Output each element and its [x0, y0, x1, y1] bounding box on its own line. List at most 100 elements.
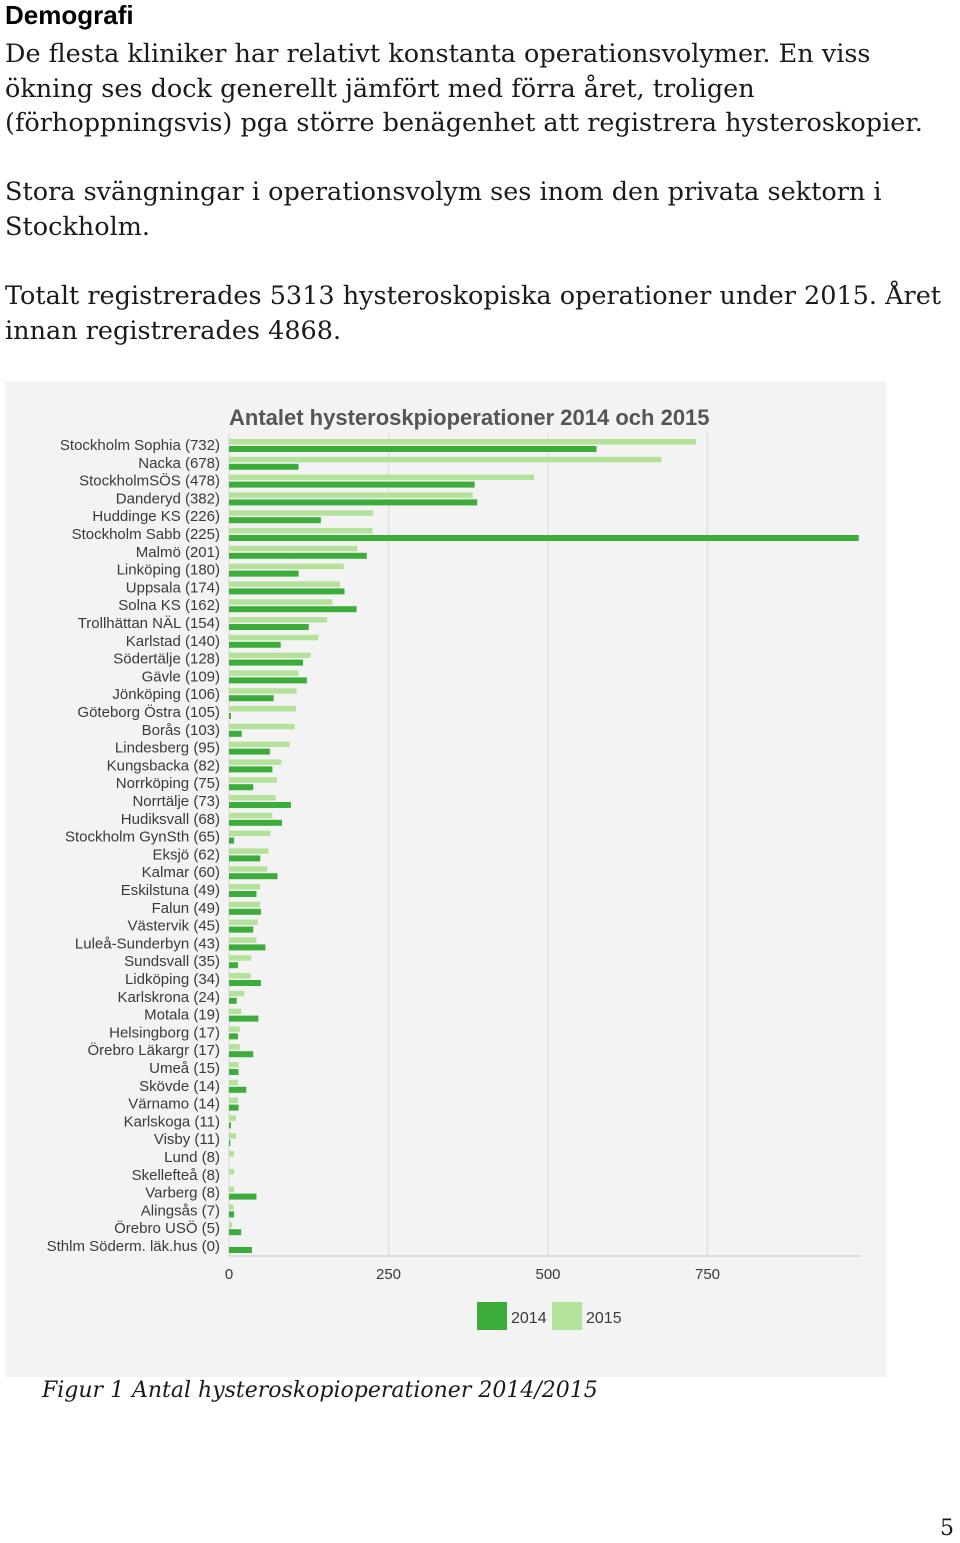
category-label: Trollhättan NÄL (154)	[78, 615, 220, 632]
bar-2014	[229, 819, 282, 826]
paragraph-volumes: De flesta kliniker har relativt konstant…	[5, 39, 923, 138]
bar-2014	[229, 891, 257, 897]
bar-2015	[229, 545, 358, 552]
x-tick-label: 750	[695, 1266, 720, 1283]
bar-2014	[229, 873, 278, 880]
category-label: Eskilstuna (49)	[121, 882, 220, 899]
bar-2014	[229, 1051, 254, 1058]
category-label: Nacka (678)	[138, 455, 220, 472]
bar-2014	[229, 748, 270, 755]
category-labels: Stockholm Sophia (732)Nacka (678)Stockho…	[47, 437, 220, 1255]
bar-2015	[229, 474, 534, 481]
chart-legend: 2014 2015	[477, 1302, 622, 1330]
bar-2015	[229, 1151, 235, 1157]
bar-2014	[229, 784, 254, 791]
category-label: Norrköping (75)	[116, 775, 220, 792]
bar-2014	[229, 802, 291, 808]
category-label: Jönköping (106)	[112, 686, 220, 703]
bar-2015	[229, 919, 258, 926]
paragraph-totals: Totalt registrerades 5313 hysteroskopisk…	[5, 281, 942, 346]
bar-2015	[229, 901, 261, 908]
category-label: Skövde (14)	[139, 1078, 220, 1095]
category-label: Örebro Läkargr (17)	[87, 1041, 220, 1059]
category-label: Huddinge KS (226)	[92, 508, 220, 525]
bar-2014	[229, 588, 345, 595]
bar-2015	[229, 1115, 237, 1121]
bar-2014	[229, 535, 859, 541]
bar-2015	[229, 777, 277, 783]
bar-2014	[229, 1140, 231, 1147]
bar-2014	[229, 1229, 242, 1236]
category-label: Hudiksvall (68)	[121, 811, 220, 828]
category-label: Umeå (15)	[149, 1060, 220, 1077]
bar-2014	[229, 517, 321, 524]
bar-2014	[229, 1086, 247, 1093]
x-tick-label: 500	[535, 1266, 560, 1283]
bar-2015	[229, 759, 282, 765]
bar-2015	[229, 1008, 242, 1015]
bar-2014	[229, 1122, 231, 1129]
bar-chart: Antalet hysteroskpioperationer 2014 och …	[47, 405, 861, 1330]
bar-2015	[229, 563, 344, 570]
bar-2015	[229, 1222, 233, 1228]
bar-2015	[229, 866, 268, 872]
figure-number: Figur 1	[42, 1378, 125, 1403]
bar-2015	[229, 937, 257, 943]
bar-2014	[229, 1015, 259, 1022]
bar-2014	[229, 446, 597, 452]
bar-2014	[229, 855, 261, 862]
bar-2015	[229, 1186, 235, 1193]
bar-2015	[229, 848, 269, 854]
category-label: Karlstad (140)	[126, 633, 220, 650]
figure-caption-text: Antal hysteroskopioperationer 2014/2015	[132, 1378, 598, 1403]
bar-2015	[229, 510, 374, 516]
category-label: Visby (11)	[154, 1131, 220, 1148]
paragraph-private-sector: Stora svängningar i operationsvolym ses …	[5, 177, 882, 242]
bar-2015	[229, 1044, 240, 1050]
bar-2015	[229, 617, 328, 623]
category-label: Örebro USÖ (5)	[114, 1219, 220, 1237]
bar-2014	[229, 481, 475, 488]
x-axis-ticks: 0 250 500 750	[225, 1266, 720, 1283]
bar-2015	[229, 1097, 238, 1104]
bar-2015	[229, 1026, 240, 1032]
category-label: Malmö (201)	[136, 544, 220, 561]
category-label: Solna KS (162)	[118, 597, 220, 614]
bar-2015	[229, 634, 319, 641]
bar-2014	[229, 641, 281, 648]
section-heading: Demografi	[5, 0, 134, 30]
bar-2015	[229, 439, 697, 445]
bar-2015	[229, 1062, 239, 1068]
category-label: Stockholm Sophia (732)	[60, 437, 220, 454]
category-label: Lund (8)	[164, 1149, 220, 1166]
bar-2014	[229, 997, 237, 1004]
chart-title: Antalet hysteroskpioperationer 2014 och …	[229, 405, 710, 430]
figure-chart: Antalet hysteroskpioperationer 2014 och …	[5, 381, 886, 1377]
legend-label-2015: 2015	[586, 1310, 622, 1327]
bar-2015	[229, 812, 273, 819]
bar-2014	[229, 837, 235, 844]
bar-2015	[229, 1079, 238, 1086]
category-label: Stockholm Sabb (225)	[72, 526, 220, 543]
category-label: Sthlm Söderm. läk.hus (0)	[47, 1238, 220, 1255]
bar-2014	[229, 1104, 239, 1111]
bar-2014	[229, 695, 274, 702]
category-label: Helsingborg (17)	[109, 1024, 220, 1041]
bar-2015	[229, 1204, 234, 1210]
category-label: Luleå-Sunderbyn (43)	[75, 935, 220, 952]
figure-caption: Figur 1 Antal hysteroskopioperationer 201…	[42, 1378, 598, 1403]
legend-swatch-2014	[477, 1302, 507, 1330]
category-label: Kungsbacka (82)	[107, 757, 220, 774]
x-tick-label: 250	[376, 1266, 401, 1283]
bar-2015	[229, 688, 297, 694]
bar-2014	[229, 659, 304, 666]
bar-2014	[229, 1247, 252, 1253]
category-label: Karlskrona (24)	[117, 989, 220, 1006]
bar-2015	[229, 581, 341, 587]
category-label: Gävle (109)	[142, 668, 220, 685]
bar-2014	[229, 499, 478, 506]
category-label: StockholmSÖS (478)	[79, 472, 220, 490]
category-label: Kalmar (60)	[142, 864, 220, 881]
category-label: Norrtälje (73)	[132, 793, 220, 810]
category-label: Västervik (45)	[127, 918, 220, 935]
